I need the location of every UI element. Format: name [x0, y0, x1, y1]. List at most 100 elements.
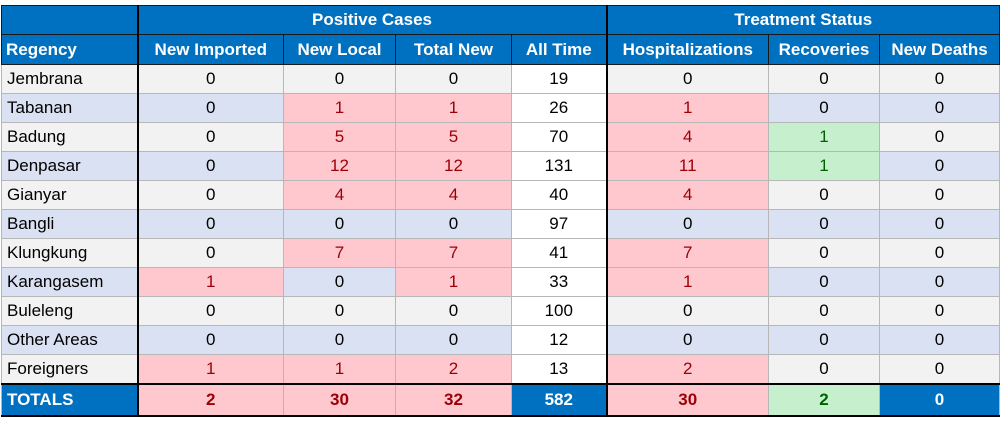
total-new-cell: 5	[395, 122, 512, 152]
new-imported-cell: 0	[137, 122, 284, 152]
recoveries-cell: 0	[768, 354, 880, 385]
new-deaths-cell: 0	[879, 93, 1000, 123]
all-time-cell: 13	[511, 354, 608, 385]
new-local-cell: 1	[283, 93, 396, 123]
table-row: Foreigners 1 1 2 13 2 0 0	[1, 354, 1000, 385]
hospitalizations-cell: 4	[606, 180, 769, 210]
recoveries-cell: 0	[768, 64, 880, 94]
total-new-cell: 7	[395, 238, 512, 268]
recoveries-cell: 0	[768, 209, 880, 239]
new-imported-cell: 0	[137, 209, 284, 239]
all-time-cell: 100	[511, 296, 608, 326]
hospitalizations-cell: 0	[606, 209, 769, 239]
total-new-cell: 1	[395, 267, 512, 297]
new-local-cell: 7	[283, 238, 396, 268]
regency-name: Buleleng	[1, 296, 139, 326]
new-deaths-cell: 0	[879, 354, 1000, 385]
new-deaths-cell: 0	[879, 325, 1000, 355]
total-new-local: 30	[283, 383, 396, 417]
total-new-cell: 2	[395, 354, 512, 385]
new-local-cell: 0	[283, 209, 396, 239]
total-total-new: 32	[395, 383, 512, 417]
total-new-cell: 1	[395, 93, 512, 123]
table-row: Buleleng 0 0 0 100 0 0 0	[1, 296, 1000, 326]
new-imported-cell: 0	[137, 238, 284, 268]
new-deaths-cell: 0	[879, 151, 1000, 181]
hospitalizations-cell: 0	[606, 64, 769, 94]
all-time-cell: 41	[511, 238, 608, 268]
regency-name: Other Areas	[1, 325, 139, 355]
recoveries-cell: 0	[768, 238, 880, 268]
regency-name: Foreigners	[1, 354, 139, 385]
new-imported-cell: 0	[137, 151, 284, 181]
all-time-cell: 97	[511, 209, 608, 239]
new-local-cell: 0	[283, 64, 396, 94]
recoveries-cell: 0	[768, 180, 880, 210]
new-local-cell: 1	[283, 354, 396, 385]
total-new-cell: 4	[395, 180, 512, 210]
totals-row: TOTALS 2 30 32 582 30 2 0	[1, 383, 1000, 417]
new-deaths-cell: 0	[879, 180, 1000, 210]
group-header-row: Positive Cases Treatment Status	[1, 5, 1000, 35]
new-deaths-cell: 0	[879, 122, 1000, 152]
col-header-recoveries: Recoveries	[768, 34, 880, 65]
treatment-status-header: Treatment Status	[606, 5, 1000, 35]
hospitalizations-cell: 0	[606, 325, 769, 355]
new-local-cell: 0	[283, 267, 396, 297]
table-row: Bangli 0 0 0 97 0 0 0	[1, 209, 1000, 239]
total-new-cell: 12	[395, 151, 512, 181]
all-time-cell: 12	[511, 325, 608, 355]
col-header-total-new: Total New	[395, 34, 512, 65]
recoveries-cell: 1	[768, 151, 880, 181]
new-local-cell: 5	[283, 122, 396, 152]
total-all-time: 582	[511, 383, 608, 417]
new-imported-cell: 1	[137, 267, 284, 297]
table-row: Other Areas 0 0 0 12 0 0 0	[1, 325, 1000, 355]
total-new-deaths: 0	[879, 383, 1000, 417]
regency-name: Gianyar	[1, 180, 139, 210]
total-new-imported: 2	[137, 383, 284, 417]
regency-name: Denpasar	[1, 151, 139, 181]
positive-cases-header: Positive Cases	[137, 5, 608, 35]
new-local-cell: 12	[283, 151, 396, 181]
new-imported-cell: 1	[137, 354, 284, 385]
recoveries-cell: 0	[768, 93, 880, 123]
total-new-cell: 0	[395, 209, 512, 239]
regency-name: Jembrana	[1, 64, 139, 94]
regency-name: Bangli	[1, 209, 139, 239]
col-header-all-time: All Time	[511, 34, 608, 65]
new-local-cell: 0	[283, 325, 396, 355]
col-header-new-imported: New Imported	[137, 34, 284, 65]
new-deaths-cell: 0	[879, 209, 1000, 239]
table-row: Denpasar 0 12 12 131 11 1 0	[1, 151, 1000, 181]
new-deaths-cell: 0	[879, 267, 1000, 297]
all-time-cell: 70	[511, 122, 608, 152]
col-header-new-local: New Local	[283, 34, 396, 65]
new-imported-cell: 0	[137, 180, 284, 210]
regency-name: Klungkung	[1, 238, 139, 268]
table-row: Tabanan 0 1 1 26 1 0 0	[1, 93, 1000, 123]
recoveries-cell: 0	[768, 267, 880, 297]
new-imported-cell: 0	[137, 93, 284, 123]
total-new-cell: 0	[395, 296, 512, 326]
col-header-hospitalizations: Hospitalizations	[606, 34, 769, 65]
all-time-cell: 19	[511, 64, 608, 94]
new-deaths-cell: 0	[879, 64, 1000, 94]
table-row: Klungkung 0 7 7 41 7 0 0	[1, 238, 1000, 268]
table-row: Karangasem 1 0 1 33 1 0 0	[1, 267, 1000, 297]
recoveries-cell: 1	[768, 122, 880, 152]
cases-table: Positive Cases Treatment Status Regency …	[1, 5, 1000, 417]
hospitalizations-cell: 11	[606, 151, 769, 181]
col-header-new-deaths: New Deaths	[879, 34, 1000, 65]
regency-name: Karangasem	[1, 267, 139, 297]
hospitalizations-cell: 0	[606, 296, 769, 326]
new-imported-cell: 0	[137, 64, 284, 94]
regency-name: Badung	[1, 122, 139, 152]
hospitalizations-cell: 2	[606, 354, 769, 385]
new-imported-cell: 0	[137, 296, 284, 326]
total-recoveries: 2	[768, 383, 880, 417]
table-row: Badung 0 5 5 70 4 1 0	[1, 122, 1000, 152]
all-time-cell: 33	[511, 267, 608, 297]
recoveries-cell: 0	[768, 325, 880, 355]
hospitalizations-cell: 1	[606, 93, 769, 123]
